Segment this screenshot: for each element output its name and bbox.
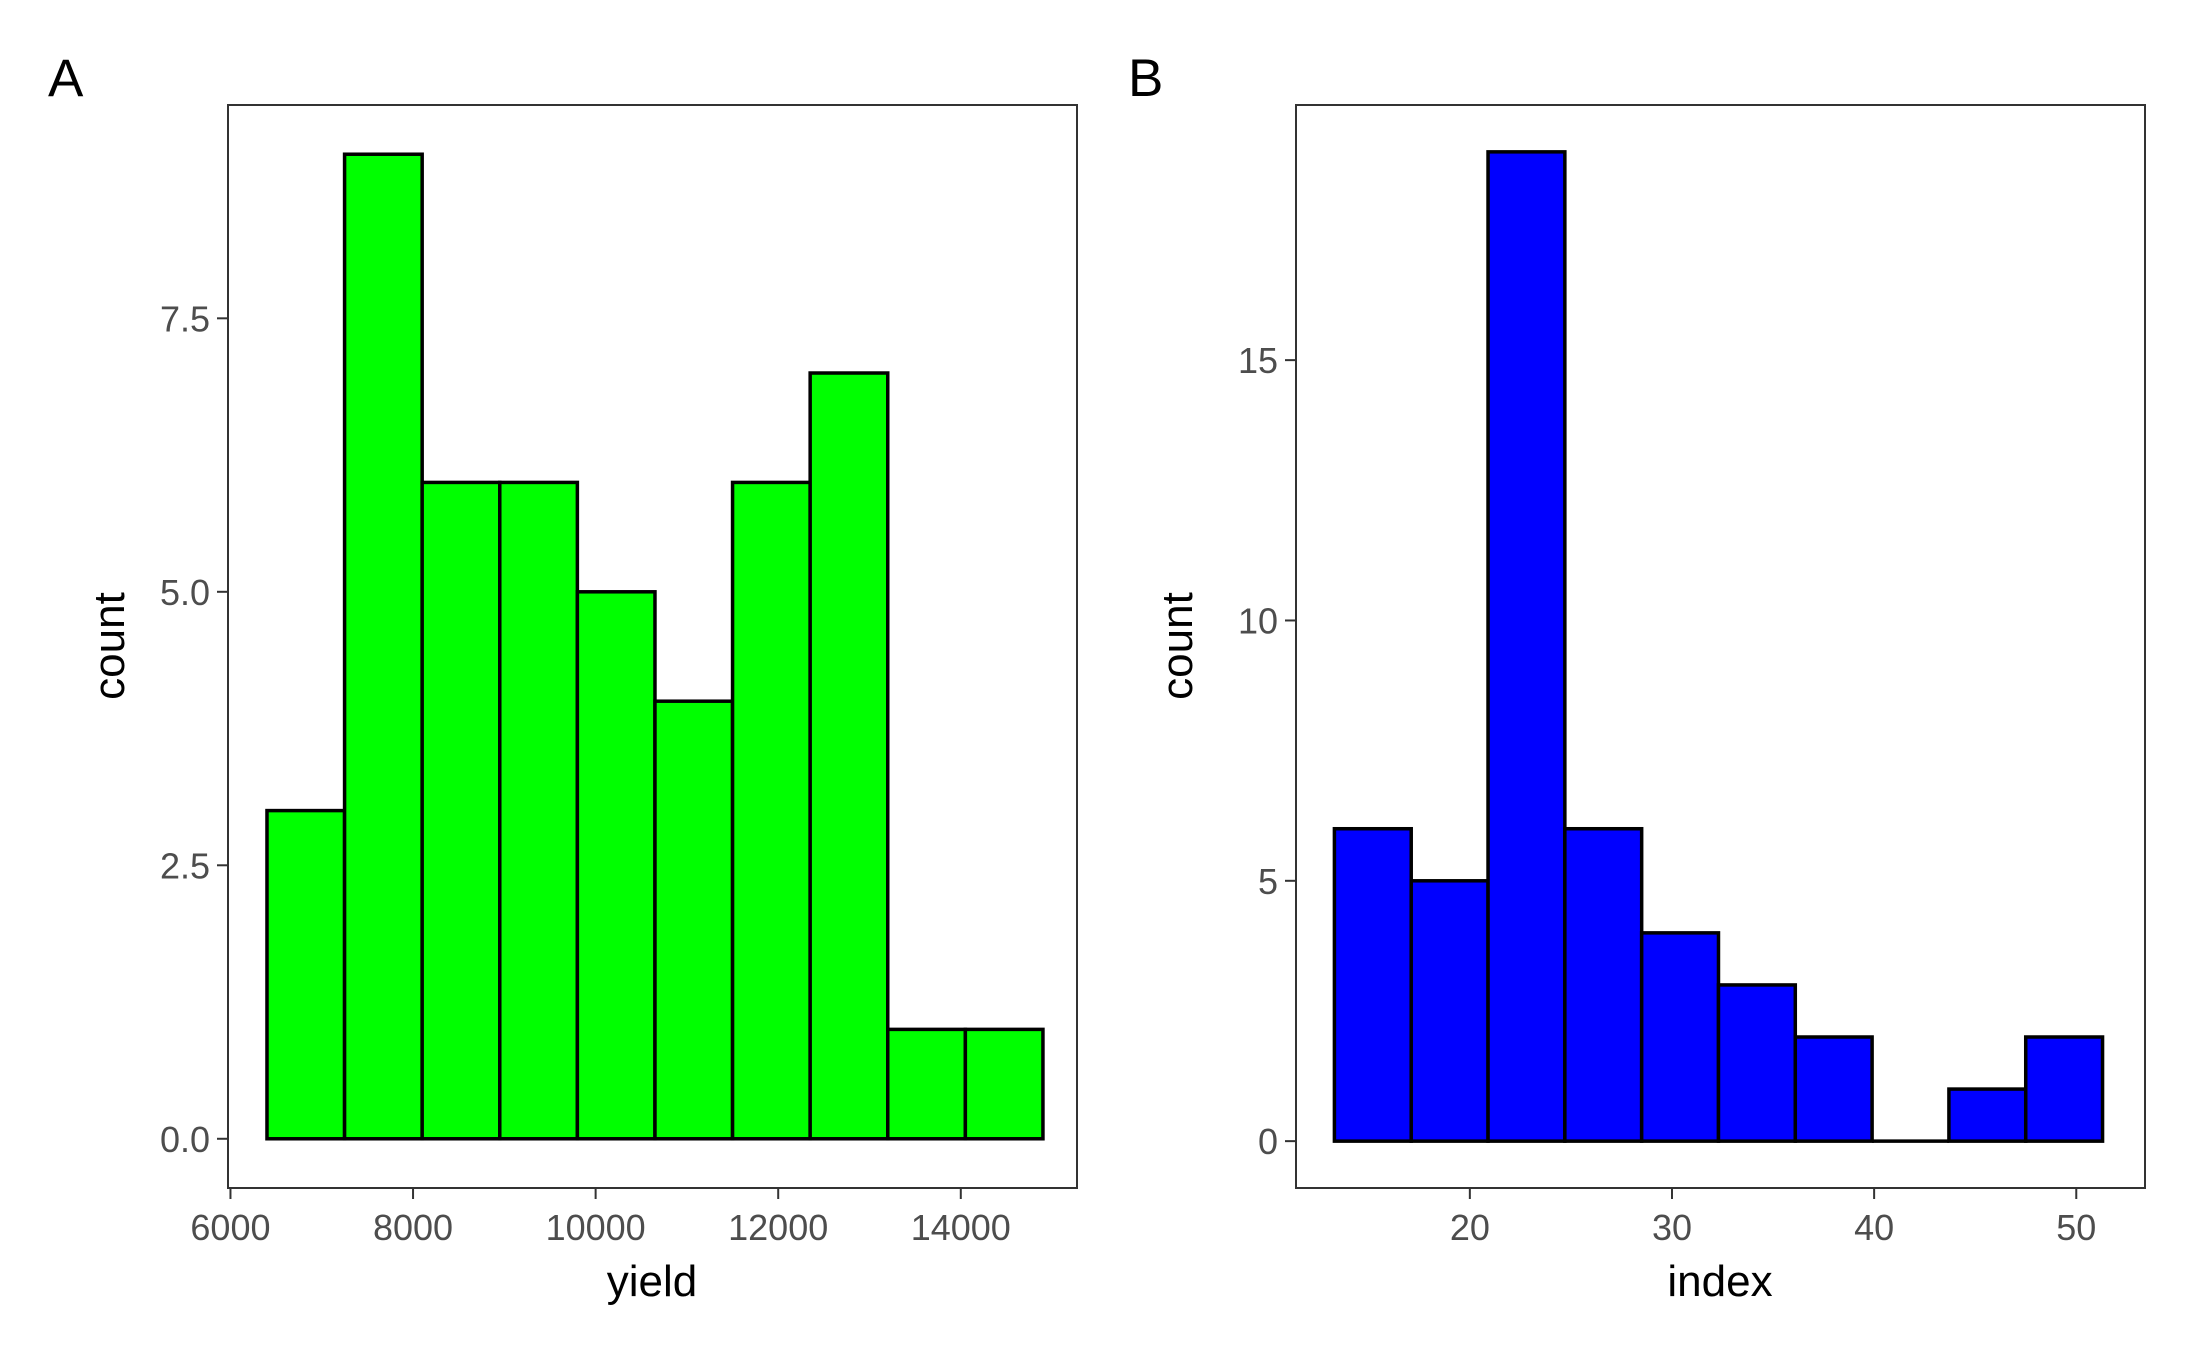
y-axis-title-b: count <box>1153 592 1202 700</box>
histogram-bar <box>498 480 580 1141</box>
x-axis-title-a: yield <box>607 1257 698 1306</box>
histogram-bar <box>1332 826 1413 1143</box>
histogram-bar <box>265 808 347 1141</box>
x-tick-label: 10000 <box>546 1207 646 1248</box>
y-tick-label: 7.5 <box>160 298 210 339</box>
x-tick-label: 14000 <box>911 1207 1011 1248</box>
x-axis-title-b: index <box>1667 1257 1772 1306</box>
y-axis-ticks-b: 0 5 10 15 <box>1238 340 1296 1162</box>
panel-tag-b: B <box>1128 49 1163 108</box>
x-axis-ticks-b: 20 30 40 50 <box>1450 1188 2096 1248</box>
histogram-bar <box>420 480 502 1141</box>
histogram-bar <box>808 371 890 1141</box>
y-tick-label: 5 <box>1258 861 1278 902</box>
histogram-bar <box>653 699 735 1141</box>
histogram-bar <box>1716 983 1798 1143</box>
histogram-bar <box>963 1027 1045 1141</box>
histogram-bar <box>342 152 424 1141</box>
x-tick-label: 8000 <box>373 1207 453 1248</box>
x-tick-label: 6000 <box>190 1207 270 1248</box>
histogram-panel-b: B 20 30 40 50 0 5 10 15 index count <box>1128 49 2146 1306</box>
histogram-bar <box>1793 1035 1874 1143</box>
histogram-bar <box>1409 879 1490 1143</box>
histogram-bars-a <box>265 152 1045 1141</box>
panel-tag-a: A <box>48 49 84 108</box>
y-tick-label: 0 <box>1258 1121 1278 1162</box>
histogram-bar <box>2023 1035 2105 1143</box>
y-axis-ticks-a: 0.0 2.5 5.0 7.5 <box>160 298 228 1160</box>
y-tick-label: 2.5 <box>160 845 210 886</box>
histogram-bars-b <box>1332 150 2105 1143</box>
x-tick-label: 12000 <box>728 1207 828 1248</box>
histogram-bar <box>575 590 657 1141</box>
y-tick-label: 15 <box>1238 340 1278 381</box>
histogram-bar <box>1563 826 1644 1143</box>
histogram-bar <box>1947 1087 2028 1143</box>
x-tick-label: 20 <box>1450 1207 1490 1248</box>
y-tick-label: 0.0 <box>160 1119 210 1160</box>
histogram-bar <box>1639 931 1721 1143</box>
x-tick-label: 40 <box>1854 1207 1894 1248</box>
x-tick-label: 50 <box>2056 1207 2096 1248</box>
histogram-bar <box>886 1027 968 1141</box>
x-axis-ticks-a: 6000 8000 10000 12000 14000 <box>190 1188 1011 1248</box>
histogram-panel-a: A 6000 8000 10000 12000 14000 0.0 2.5 5.0 7.5 y… <box>48 49 1078 1306</box>
y-tick-label: 10 <box>1238 600 1278 641</box>
histogram-bar <box>730 480 812 1141</box>
y-tick-label: 5.0 <box>160 572 210 613</box>
y-axis-title-a: count <box>85 592 134 700</box>
x-tick-label: 30 <box>1652 1207 1692 1248</box>
histogram-bar <box>1486 150 1567 1143</box>
